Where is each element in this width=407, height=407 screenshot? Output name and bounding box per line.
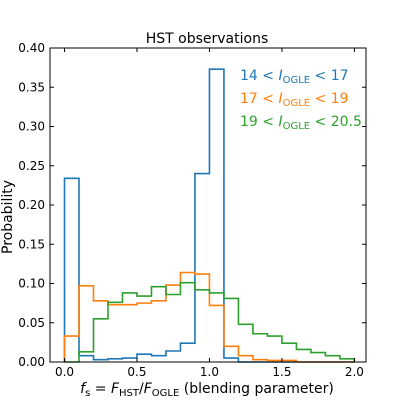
x-tick-label: 1.5 [272,365,291,379]
x-tick-label: 0.5 [127,365,146,379]
x-tick-label: 1.0 [200,365,219,379]
y-tick-label: 0.20 [18,198,45,212]
x-axis-label-sub-s: s [85,388,90,399]
y-tick-label: 0.25 [18,159,45,173]
y-axis-label: Probability [0,180,16,254]
legend-entry-2: 17 < IOGLE < 19 [240,91,349,109]
y-tick-label: 0.00 [18,355,45,369]
chart-title: HST observations [146,31,269,47]
x-axis-label-eq: = [90,381,111,397]
x-axis-label-sub-ogle: OGLE [152,388,180,399]
y-tick-label: 0.10 [18,277,45,291]
series-2-step-line [63,271,355,363]
y-tick-label: 0.40 [18,41,45,55]
y-tick-label: 0.35 [18,80,45,94]
legend-entry-3: 19 < IOGLE < 20.5 [240,114,362,132]
x-tick-label: 0.0 [55,365,74,379]
x-axis-label-suffix: (blending parameter) [179,381,334,397]
x-axis-label-f: f [80,381,87,397]
series-3-step-line [64,281,356,363]
y-tick-label: 0.30 [18,120,45,134]
legend-entry-1: 14 < IOGLE < 17 [240,68,349,86]
x-axis-label: fs = FHST/FOGLE (blending parameter) [80,381,334,399]
x-axis-label-F1: F [111,381,120,397]
legend: 14 < IOGLE < 17 17 < IOGLE < 19 19 < IOGLE… [240,68,362,132]
plot-area: 0.0 0.5 1.0 1.5 2.0 0.00 0.05 0.10 0.15 0.20 0.25 0… [18,41,367,379]
x-axis-label-F2: F [144,381,153,397]
x-axis-label-slash: / [139,381,144,397]
x-tick-label: 2.0 [345,365,364,379]
y-tick-label: 0.15 [18,237,45,251]
y-tick-label: 0.05 [18,316,45,330]
x-axis-label-sub-hst: HST [119,388,140,399]
